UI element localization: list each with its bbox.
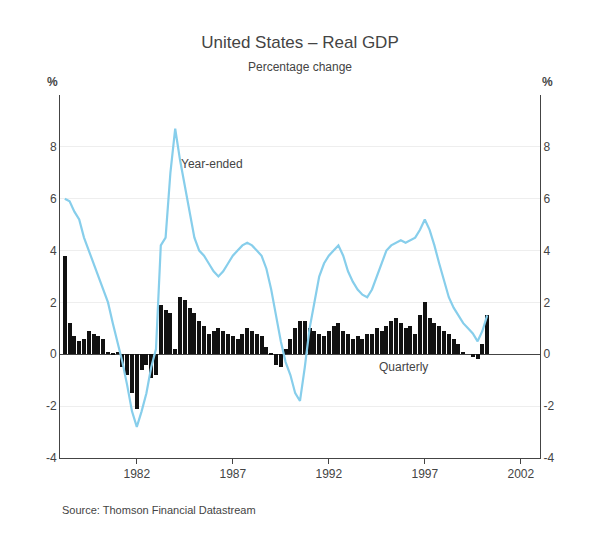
svg-text:0: 0 [50, 347, 57, 361]
svg-text:Quarterly: Quarterly [379, 360, 428, 374]
svg-text:Percentage change: Percentage change [248, 60, 352, 74]
svg-text:2: 2 [50, 296, 57, 310]
svg-text:Source: Thomson Financial Data: Source: Thomson Financial Datastream [62, 504, 256, 516]
svg-text:1997: 1997 [411, 467, 438, 481]
svg-text:8: 8 [50, 140, 57, 154]
svg-text:1987: 1987 [219, 467, 246, 481]
svg-text:1992: 1992 [315, 467, 342, 481]
svg-text:1982: 1982 [123, 467, 150, 481]
svg-text:-4: -4 [46, 451, 57, 465]
svg-text:United States – Real GDP: United States – Real GDP [201, 33, 398, 52]
svg-text:8: 8 [543, 140, 550, 154]
svg-text:%: % [542, 75, 553, 89]
svg-text:-4: -4 [543, 451, 554, 465]
svg-text:4: 4 [543, 244, 550, 258]
svg-text:6: 6 [50, 192, 57, 206]
svg-text:2: 2 [543, 296, 550, 310]
svg-text:-2: -2 [543, 399, 554, 413]
svg-text:6: 6 [543, 192, 550, 206]
svg-text:0: 0 [543, 347, 550, 361]
svg-text:%: % [47, 75, 58, 89]
svg-text:4: 4 [50, 244, 57, 258]
svg-text:2002: 2002 [507, 467, 534, 481]
svg-text:Year-ended: Year-ended [181, 157, 243, 171]
svg-text:-2: -2 [46, 399, 57, 413]
